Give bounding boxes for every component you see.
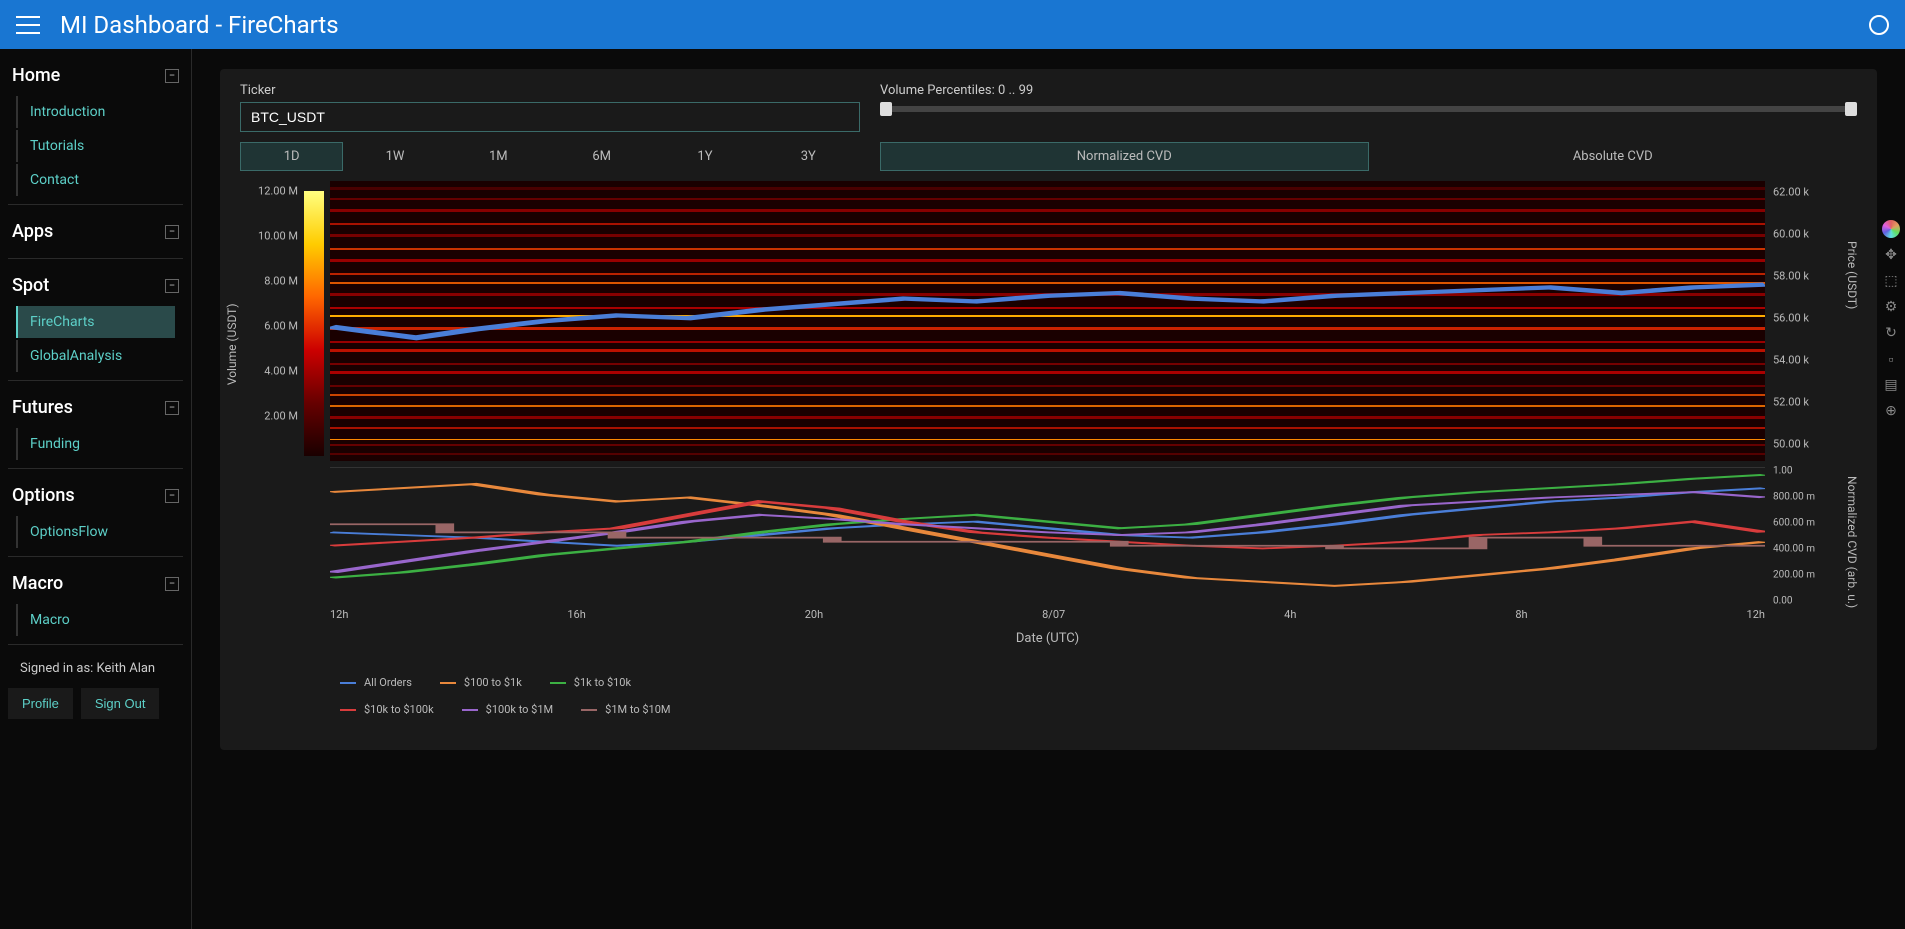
sidebar-item-funding[interactable]: Funding: [16, 428, 175, 460]
bokeh-logo-icon[interactable]: [1881, 219, 1901, 239]
cvd-tick: 0.00: [1773, 596, 1793, 607]
legend-item[interactable]: $1M to $10M: [581, 703, 670, 716]
cvd-line--100-to-1k: [330, 484, 1765, 586]
cvd-chart[interactable]: [330, 467, 1765, 602]
sidebar-item-globalanalysis[interactable]: GlobalAnalysis: [16, 340, 175, 372]
pan-icon[interactable]: ✥: [1881, 245, 1901, 265]
sidebar-item-contact[interactable]: Contact: [16, 164, 175, 196]
tab-1y[interactable]: 1Y: [653, 142, 756, 171]
volume-tick: 4.00 M: [264, 365, 298, 378]
legend-item[interactable]: All Orders: [340, 676, 412, 689]
volume-tick: 8.00 M: [264, 275, 298, 288]
tab-cvd-0[interactable]: Normalized CVD: [880, 142, 1369, 171]
box-zoom-icon[interactable]: ⬚: [1881, 271, 1901, 291]
section-futures[interactable]: Futures−: [8, 389, 183, 426]
tab-3y[interactable]: 3Y: [757, 142, 860, 171]
price-tick: 56.00 k: [1773, 312, 1809, 325]
section-apps[interactable]: Apps−: [8, 213, 183, 250]
tab-1d[interactable]: 1D: [240, 142, 343, 171]
volume-axis-label: Volume (USDT): [225, 303, 239, 385]
x-tick: 12h: [330, 608, 348, 621]
page-title: MI Dashboard - FireCharts: [60, 11, 339, 39]
price-tick: 60.00 k: [1773, 228, 1809, 241]
x-axis-label: Date (UTC): [330, 631, 1765, 646]
cvd-axis-label: Normalized CVD (arb. u.): [1845, 476, 1859, 608]
sidebar-item-macro[interactable]: Macro: [16, 604, 175, 636]
legend-item[interactable]: $1k to $10k: [550, 676, 631, 689]
section-macro[interactable]: Macro−: [8, 565, 183, 602]
cvd-tick: 1.00: [1773, 466, 1793, 477]
x-tick: 8/07: [1042, 608, 1065, 621]
tab-1w[interactable]: 1W: [343, 142, 446, 171]
price-axis-label: Price (USDT): [1845, 241, 1859, 309]
collapse-icon[interactable]: −: [165, 577, 179, 591]
reset-icon[interactable]: ↻: [1881, 323, 1901, 343]
tab-6m[interactable]: 6M: [550, 142, 653, 171]
tab-1m[interactable]: 1M: [447, 142, 550, 171]
chart-legend: All Orders $100 to $1k $1k to $10k $10k to …: [240, 656, 1857, 716]
profile-button[interactable]: Profile: [8, 688, 73, 719]
cvd-tick: 800.00 m: [1773, 492, 1815, 503]
section-options[interactable]: Options−: [8, 477, 183, 514]
chart-area: Volume (USDT) 12.00 M10.00 M8.00 M6.00 M…: [240, 181, 1857, 656]
main-content: Ticker Volume Percentiles: 0 .. 99 1D1W1…: [192, 49, 1905, 929]
tab-cvd-1[interactable]: Absolute CVD: [1369, 142, 1858, 171]
collapse-icon[interactable]: −: [165, 279, 179, 293]
save-icon[interactable]: ▫: [1881, 349, 1901, 369]
app-header: MI Dashboard - FireCharts: [0, 0, 1905, 49]
signout-button[interactable]: Sign Out: [81, 688, 160, 719]
legend-item[interactable]: $100k to $1M: [462, 703, 554, 716]
x-tick: 12h: [1747, 608, 1765, 621]
price-tick: 54.00 k: [1773, 354, 1809, 367]
price-tick: 58.00 k: [1773, 270, 1809, 283]
chart-toolbar: ✥ ⬚ ⚙ ↻ ▫ ▤ ⊕: [1881, 219, 1905, 421]
x-tick: 4h: [1284, 608, 1296, 621]
x-tick: 20h: [805, 608, 823, 621]
cvd-tabs: Normalized CVDAbsolute CVD: [880, 142, 1857, 171]
ticker-input[interactable]: [240, 102, 860, 132]
cvd-line--1k-to-10k: [330, 475, 1765, 578]
volume-slider-label: Volume Percentiles: 0 .. 99: [880, 83, 1857, 98]
ticker-label: Ticker: [240, 83, 860, 98]
x-tick: 8h: [1515, 608, 1527, 621]
cvd-tick: 200.00 m: [1773, 570, 1815, 581]
legend-item[interactable]: $100 to $1k: [440, 676, 522, 689]
hover-icon[interactable]: ▤: [1881, 375, 1901, 395]
legend-item[interactable]: $10k to $100k: [340, 703, 434, 716]
collapse-icon[interactable]: −: [165, 489, 179, 503]
x-tick: 16h: [567, 608, 585, 621]
collapse-icon[interactable]: −: [165, 401, 179, 415]
sidebar-item-introduction[interactable]: Introduction: [16, 96, 175, 128]
volume-tick: 10.00 M: [258, 230, 298, 243]
section-home[interactable]: Home−: [8, 57, 183, 94]
wheel-zoom-icon[interactable]: ⚙: [1881, 297, 1901, 317]
price-tick: 52.00 k: [1773, 396, 1809, 409]
loading-icon: [1869, 15, 1889, 35]
cvd-tick: 600.00 m: [1773, 518, 1815, 529]
period-tabs: 1D1W1M6M1Y3Y: [240, 142, 860, 171]
sidebar: Home−IntroductionTutorialsContact Apps− Sp…: [0, 49, 192, 929]
cvd-tick: 400.00 m: [1773, 544, 1815, 555]
volume-slider[interactable]: [880, 106, 1857, 112]
price-line: [330, 285, 1765, 338]
volume-tick: 2.00 M: [264, 410, 298, 423]
price-tick: 62.00 k: [1773, 186, 1809, 199]
sidebar-item-firecharts[interactable]: FireCharts: [16, 306, 175, 338]
price-tick: 50.00 k: [1773, 438, 1809, 451]
colorbar: [304, 191, 324, 456]
heatmap-chart[interactable]: [330, 181, 1765, 461]
signed-in-label: Signed in as: Keith Alan: [8, 653, 183, 684]
sidebar-item-tutorials[interactable]: Tutorials: [16, 130, 175, 162]
section-spot[interactable]: Spot−: [8, 267, 183, 304]
volume-tick: 6.00 M: [264, 320, 298, 333]
collapse-icon[interactable]: −: [165, 69, 179, 83]
menu-icon[interactable]: [16, 16, 40, 34]
crosshair-icon[interactable]: ⊕: [1881, 401, 1901, 421]
volume-tick: 12.00 M: [258, 185, 298, 198]
collapse-icon[interactable]: −: [165, 225, 179, 239]
sidebar-item-optionsflow[interactable]: OptionsFlow: [16, 516, 175, 548]
